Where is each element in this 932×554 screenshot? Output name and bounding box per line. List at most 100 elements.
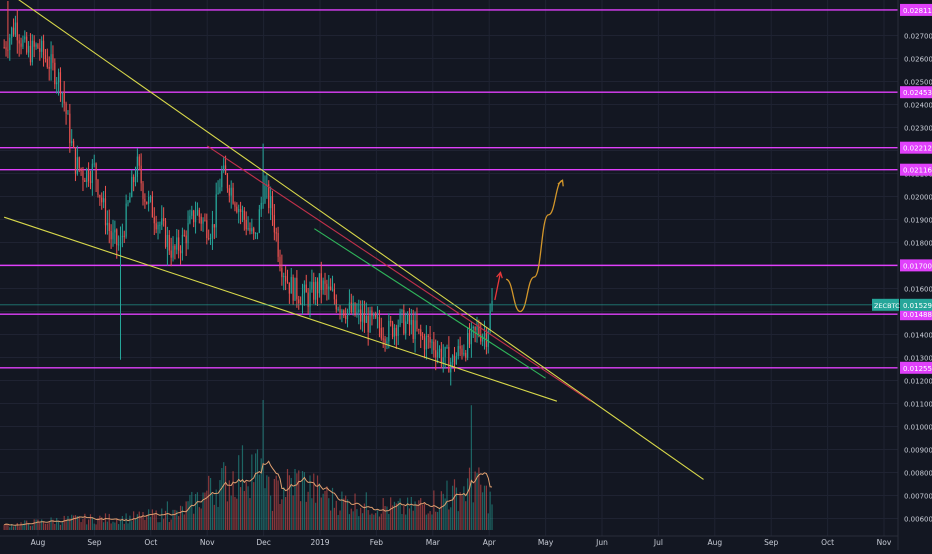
time-tick-label: Nov xyxy=(200,538,215,547)
candle-body xyxy=(378,317,381,328)
volume-bar xyxy=(478,467,480,530)
candle-body xyxy=(24,36,26,40)
candle-body xyxy=(403,309,405,334)
candle-body xyxy=(472,326,474,329)
candle-body xyxy=(243,210,245,220)
volume-bar xyxy=(226,501,229,530)
candle-body xyxy=(97,179,99,196)
candle-body xyxy=(181,234,184,254)
candle-body xyxy=(382,338,384,340)
candle-body xyxy=(476,326,478,331)
candle-body xyxy=(138,156,140,166)
volume-bar xyxy=(482,492,484,530)
volume-bar xyxy=(391,505,394,530)
candle-body xyxy=(41,40,43,52)
volume-bar xyxy=(146,515,148,530)
volume-bar xyxy=(63,515,65,530)
volume-bar xyxy=(65,519,67,530)
volume-bar xyxy=(133,511,135,530)
candle-body xyxy=(179,250,182,254)
volume-bar xyxy=(118,524,120,530)
level-price-tag xyxy=(900,308,932,321)
candle-body xyxy=(206,220,208,239)
volume-bar xyxy=(328,498,330,530)
candle-body xyxy=(241,210,244,212)
volume-bar xyxy=(112,521,114,530)
time-tick-label: Sep xyxy=(87,538,101,547)
candle-body xyxy=(268,184,270,209)
candle-body xyxy=(163,218,165,221)
volume-bar xyxy=(467,478,469,530)
candle-body xyxy=(300,303,302,305)
current-price-label: 0.015291 xyxy=(903,302,932,310)
volume-bar xyxy=(438,508,441,530)
candle-body xyxy=(406,313,409,322)
volume-bar xyxy=(416,504,418,530)
volume-bar xyxy=(298,470,300,530)
volume-bar xyxy=(221,468,223,530)
volume-bar xyxy=(159,522,161,530)
time-tick-label: Oct xyxy=(144,538,157,547)
candle-body xyxy=(316,281,319,294)
volume-bar xyxy=(279,503,281,530)
volume-bar xyxy=(271,510,274,530)
candle-body xyxy=(328,286,330,290)
candle-body xyxy=(159,224,161,226)
candle-body xyxy=(213,224,215,228)
volume-bar xyxy=(31,525,33,530)
candle-body xyxy=(35,44,37,47)
volume-bar xyxy=(209,478,212,530)
volume-bar xyxy=(468,467,471,530)
candle-body xyxy=(144,198,146,202)
volume-bar xyxy=(136,514,138,530)
volume-bar xyxy=(223,462,225,530)
candle-body xyxy=(106,222,108,226)
candle-body xyxy=(313,281,315,300)
volume-bar xyxy=(476,473,478,530)
candle-body xyxy=(238,208,240,213)
candle-body xyxy=(82,171,84,181)
candle-body xyxy=(80,168,82,172)
volume-bar xyxy=(39,522,41,530)
candle-body xyxy=(442,357,444,363)
candle-body xyxy=(232,187,234,204)
volume-bar xyxy=(414,501,416,530)
volume-bar xyxy=(41,519,43,530)
candle-body xyxy=(209,237,212,239)
time-tick-label: Jun xyxy=(595,538,608,547)
candle-body xyxy=(217,192,219,195)
candle-body xyxy=(95,163,97,180)
volume-bar xyxy=(119,520,122,530)
candle-body xyxy=(71,141,73,144)
volume-bar xyxy=(103,522,105,530)
volume-bar xyxy=(429,511,431,530)
candle-body xyxy=(221,170,223,188)
candle-body xyxy=(380,327,382,339)
volume-bar xyxy=(358,516,360,530)
volume-bar xyxy=(311,498,313,530)
candle-body xyxy=(361,312,364,322)
volume-bar xyxy=(253,482,255,530)
candle-body xyxy=(457,346,459,357)
candle-body xyxy=(99,195,101,198)
volume-bar xyxy=(472,502,474,530)
volume-bar xyxy=(418,500,420,530)
volume-bar xyxy=(480,484,482,530)
candle-body xyxy=(29,45,32,63)
volume-bar xyxy=(208,475,210,530)
candle-body xyxy=(108,222,110,232)
time-axis[interactable]: Aug Sep Oct Nov Dec 2019 Feb Mar Apr May Jun Jul Aug… xyxy=(0,535,898,547)
volume-bar xyxy=(170,519,172,530)
volume-bar xyxy=(294,468,296,530)
candle-body xyxy=(93,163,95,165)
volume-bar xyxy=(129,515,131,530)
candle-body xyxy=(427,335,429,337)
volume-bar xyxy=(300,501,302,530)
candle-body xyxy=(350,302,352,313)
